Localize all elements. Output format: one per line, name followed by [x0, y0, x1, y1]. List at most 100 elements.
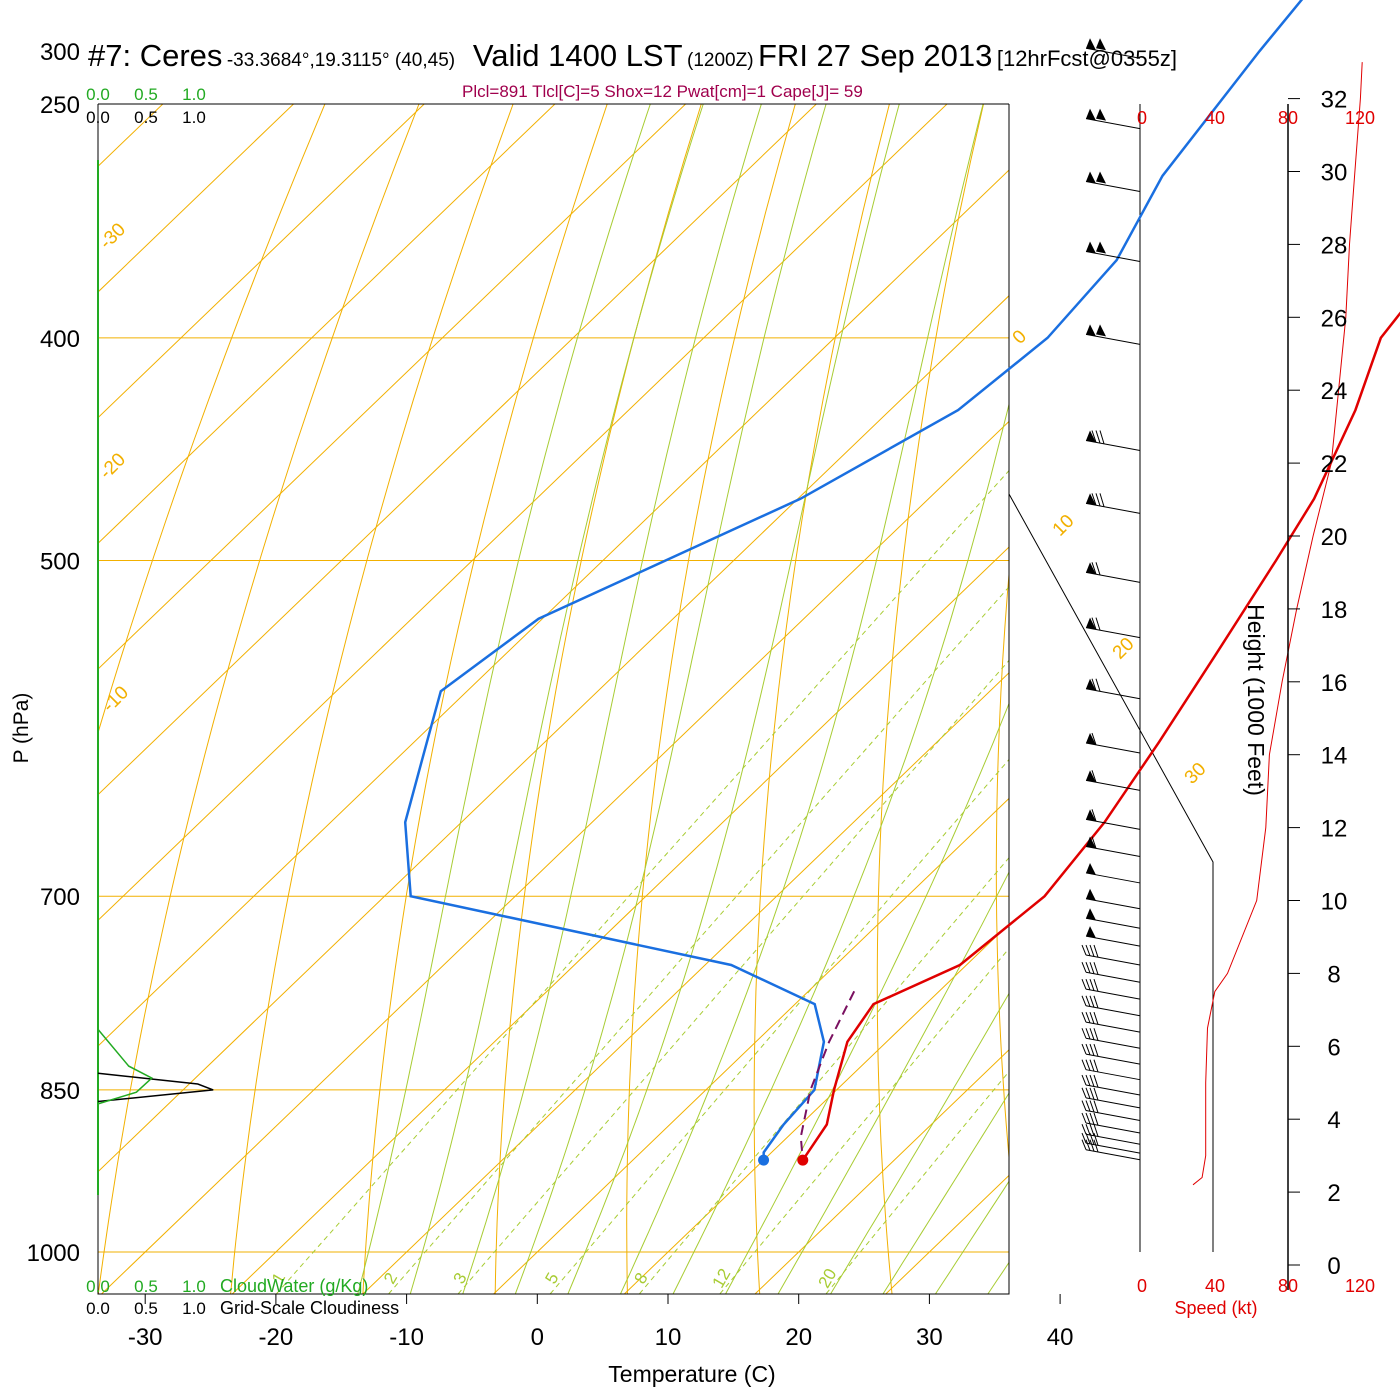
wind-barb-feather	[1089, 1028, 1095, 1040]
height-axis-title: Height (1000 Feet)	[1243, 604, 1269, 796]
cloudiness-scale-bottom: 0.5	[134, 1299, 158, 1318]
wind-barb	[1081, 1100, 1141, 1122]
forecast-info: [12hrFcst@0355z]	[996, 46, 1177, 71]
dry-adiabat	[626, 104, 796, 1294]
wind-barb	[1081, 944, 1141, 966]
wind-barb-pennant	[1086, 617, 1096, 630]
wind-barb-feather	[1093, 1112, 1099, 1126]
wind-barb-pennant	[1086, 908, 1096, 921]
height-tick-label: 16	[1321, 670, 1348, 697]
wind-barb-pennant	[1096, 324, 1106, 337]
wind-barb-feather	[1081, 1059, 1087, 1070]
plot-frame	[97, 103, 1214, 1295]
wind-barb-pennant	[1086, 678, 1096, 691]
wind-barb-feather	[1093, 1139, 1099, 1153]
temperature-tick-label: 20	[785, 1324, 812, 1351]
isotherm-label: -20	[96, 449, 130, 483]
wind-barb	[1081, 1087, 1141, 1109]
speed-tick-bottom: 0	[1137, 1276, 1147, 1296]
speed-tick-bottom: 40	[1205, 1276, 1225, 1296]
height-tick-label: 24	[1321, 378, 1348, 405]
wind-barb	[1085, 324, 1141, 345]
wind-barb-feather	[1085, 1100, 1091, 1112]
height-tick-label: 4	[1327, 1107, 1340, 1134]
cloudwater-scale-bottom: 1.0	[182, 1277, 206, 1296]
pressure-tick-label: 250	[40, 92, 80, 119]
wind-barb-feather	[1081, 944, 1087, 956]
wind-barb-pennant	[1086, 38, 1096, 51]
moist-adiabat	[724, 702, 1009, 1294]
wind-barb-feather	[1085, 1043, 1091, 1055]
wind-barb-staff	[1085, 988, 1141, 1000]
dry-adiabat	[876, 104, 984, 1294]
wind-barb-feather	[1085, 1059, 1091, 1071]
wind-barb-feather	[1085, 1087, 1091, 1099]
cloudiness-profile	[97, 1072, 214, 1103]
wind-barb-pennant	[1086, 733, 1096, 746]
wind-barb-pennant	[1096, 241, 1106, 254]
pressure-tick-label: 700	[40, 884, 80, 911]
stability-indices: Plcl=891 Tlcl[C]=5 Shox=12 Pwat[cm]=1 Ca…	[462, 82, 863, 101]
temperature-tick-label: 30	[916, 1324, 943, 1351]
wind-barb-feather	[1093, 1087, 1099, 1101]
moist-adiabat	[829, 992, 1009, 1294]
wind-barb	[1081, 1074, 1141, 1096]
speed-tick-bottom: 120	[1345, 1276, 1375, 1296]
wind-barb-feather	[1091, 562, 1097, 575]
dry-adiabat	[98, 104, 326, 735]
mixing-ratio-label: 5	[541, 1269, 562, 1287]
wind-barb-feather	[1081, 1043, 1087, 1055]
moist-adiabat	[357, 104, 651, 1294]
wind-barb	[1085, 809, 1141, 830]
wind-barb-feather	[1091, 732, 1097, 746]
wind-barb	[1085, 908, 1141, 929]
mixing-ratio-line	[825, 1070, 1009, 1294]
isotherm	[231, 546, 1009, 1294]
wind-barb-feather	[1081, 1112, 1087, 1124]
mixing-ratio-line	[549, 758, 1009, 1294]
wind-barb-pennant	[1086, 862, 1096, 875]
dewpoint-line	[403, 0, 1304, 1161]
pressure-tick-label: 400	[40, 326, 80, 353]
temperature-line	[801, 311, 1400, 1161]
wind-barb-feather	[1093, 1124, 1099, 1137]
mixing-ratio-label: 12	[709, 1265, 735, 1291]
cloudwater-scale-top: 0.0	[86, 85, 110, 104]
wind-barb-feather	[1081, 1074, 1087, 1086]
wind-barb-staff	[1085, 1110, 1141, 1122]
wind-barb-feather	[1095, 562, 1101, 576]
speed-tick-top: 40	[1205, 108, 1225, 128]
temperature-tick-label: 0	[531, 1324, 544, 1351]
mixing-ratio-line	[719, 947, 1009, 1294]
dry-adiabat	[494, 104, 702, 1294]
height-tick-label: 28	[1321, 232, 1348, 259]
moist-adiabat	[409, 104, 704, 1294]
grid-lines	[98, 104, 1009, 1294]
temperature-tick-label: -10	[389, 1324, 424, 1351]
wind-barb-feather	[1089, 1074, 1095, 1087]
wind-barb	[1081, 1028, 1141, 1049]
wind-barb-feather	[1081, 962, 1087, 973]
wind-speed-profile	[1192, 62, 1363, 1186]
wind-barb-feather	[1093, 1074, 1099, 1088]
wind-barb	[1085, 562, 1141, 583]
wind-barb	[1085, 888, 1141, 910]
isotherm	[98, 104, 556, 545]
wind-barb-pennant	[1086, 108, 1096, 121]
valid-date: FRI 27 Sep 2013	[758, 38, 993, 73]
height-tick-label: 22	[1321, 451, 1348, 478]
wind-barb-feather	[1099, 493, 1105, 507]
wind-barb-feather	[1095, 493, 1101, 507]
wind-barb-feather	[1093, 962, 1099, 975]
profile-series	[97, 0, 1400, 1166]
wind-barb-feather	[1089, 1112, 1095, 1125]
wind-barb-feather	[1085, 962, 1091, 974]
wind-barb-pennant	[1096, 108, 1106, 121]
surface-temperature-dot	[797, 1154, 809, 1166]
dry-adiabat	[230, 104, 514, 1294]
height-tick-label: 0	[1327, 1253, 1340, 1280]
isotherm	[98, 104, 425, 419]
wind-barb-feather	[1089, 1087, 1095, 1100]
moist-adiabat	[882, 1092, 1009, 1294]
wind-barb-feather	[1089, 1059, 1095, 1072]
